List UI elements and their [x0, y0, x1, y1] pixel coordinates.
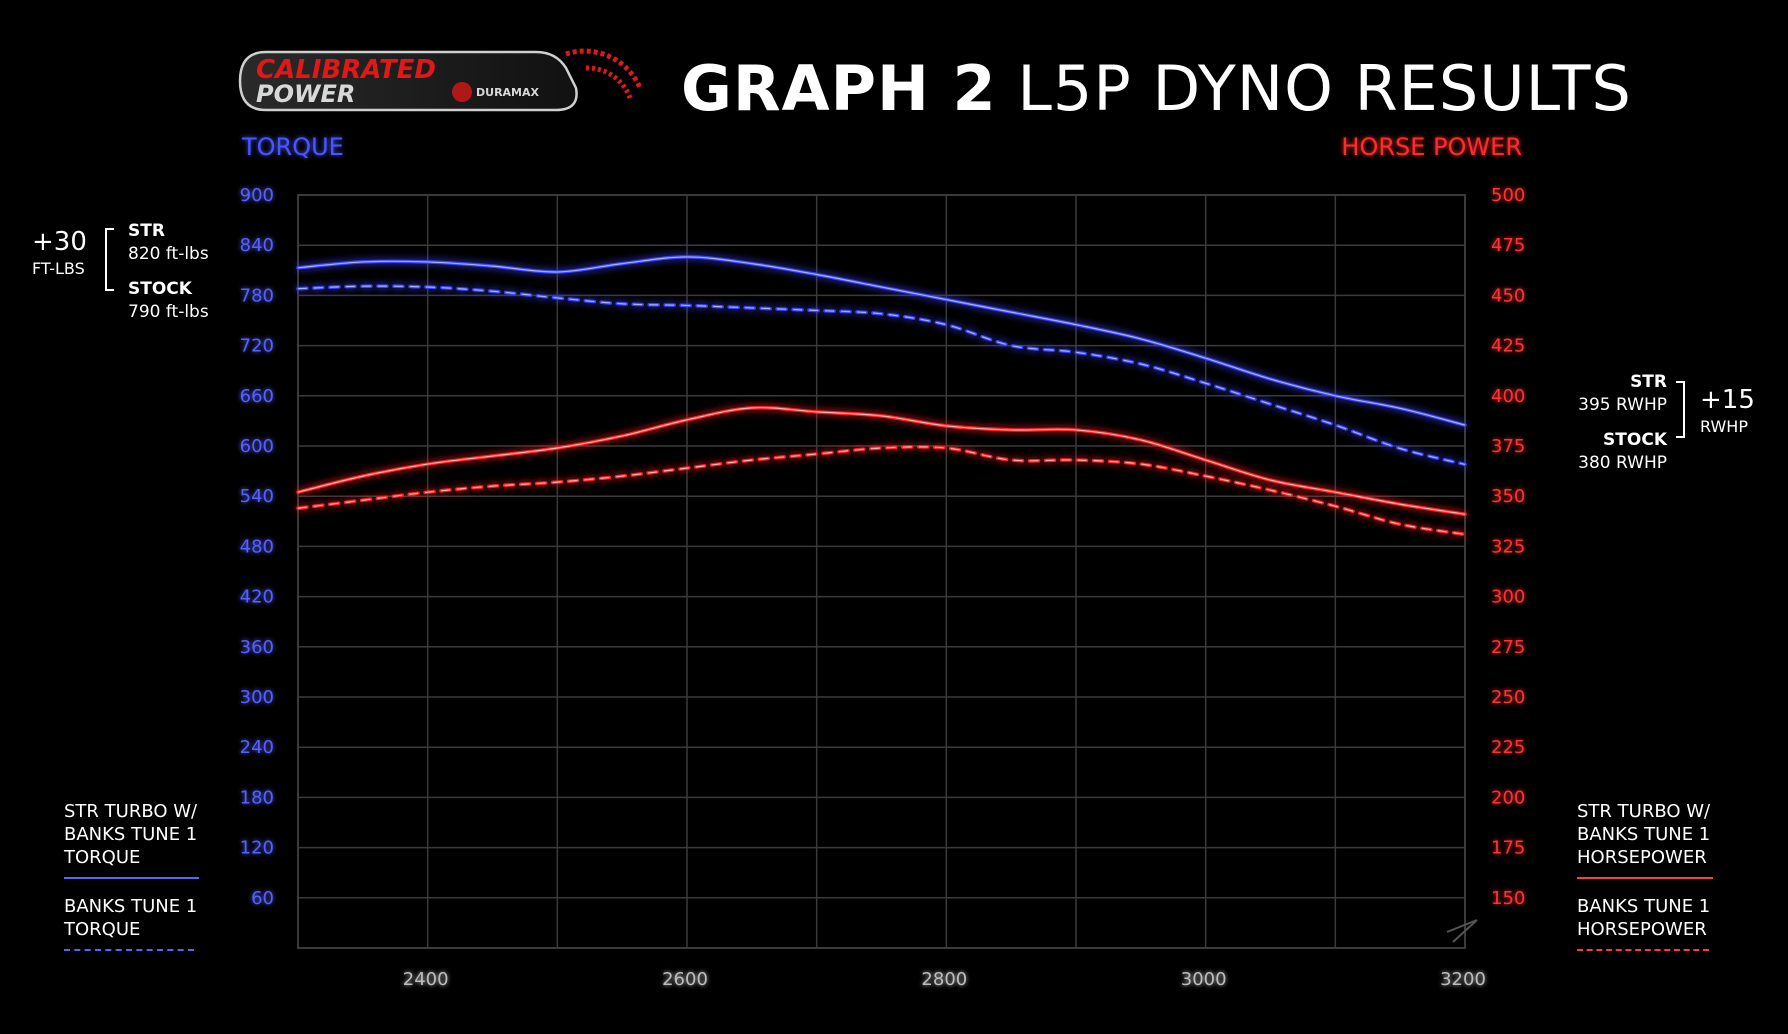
legend-left-solid: STR TURBO W/BANKS TUNE 1 TORQUE: [64, 800, 199, 879]
title-light: L5P DYNO RESULTS: [1017, 52, 1632, 125]
y-left-tick-label: 360: [240, 637, 274, 658]
reference-lines: [205, 256, 1593, 442]
plot-frame: [297, 194, 1466, 949]
x-tick-label: 2600: [662, 969, 708, 990]
left-stock-label: STOCK: [128, 279, 193, 299]
right-stock-value: 380 RWHP: [1578, 453, 1667, 473]
left-annotation: +30 FT-LBS STR 820 ft-lbs STOCK 790 ft-l…: [32, 221, 209, 322]
y-right-tick-label: 175: [1491, 838, 1525, 859]
legend-line: HORSEPOWER: [1577, 919, 1707, 940]
left-stock-value: 790 ft-lbs: [128, 302, 209, 322]
y-left-tick-label: 420: [240, 587, 274, 608]
legend-text: STR TURBO W/BANKS TUNE 1 TORQUE: [64, 800, 199, 869]
right-str-label: STR: [1630, 372, 1667, 392]
axis-break-mark: [1446, 919, 1478, 943]
y-right-tick-label: 225: [1491, 737, 1525, 758]
chart-title: GRAPH 2 L5P DYNO RESULTS: [681, 52, 1632, 125]
legend-swatch-solid-red: [1577, 877, 1713, 879]
y-right-tick-label: 200: [1491, 787, 1525, 808]
tick-labels: 60 120 180 240 300 360 420 480 540 600 660 720 780 84…: [240, 185, 1526, 990]
legend-swatch-dashed-red: [1577, 949, 1709, 951]
legend-left-dashed: BANKS TUNE 1 TORQUE: [64, 895, 197, 951]
y-right-tick-label: 275: [1491, 637, 1525, 658]
legend-right-solid: STR TURBO W/BANKS TUNE 1 HORSEPOWER: [1577, 800, 1713, 879]
stock-torque-line: [296, 284, 1467, 467]
legend-line: STR TURBO W/: [1577, 801, 1711, 822]
title-bold: GRAPH 2: [681, 52, 997, 125]
right-delta: +15: [1700, 385, 1755, 415]
y-right-tick-label: 400: [1491, 386, 1525, 407]
y-left-tick-label: 840: [240, 235, 274, 256]
y-left-tick-label: 180: [240, 787, 274, 808]
y-left-tick-label: 240: [240, 737, 274, 758]
y-left-tick-label: 780: [240, 285, 274, 306]
x-tick-label: 2400: [403, 969, 449, 990]
legend-line: BANKS TUNE 1: [1577, 896, 1711, 917]
y-left-tick-label: 900: [240, 185, 274, 206]
legend-line: BANKS TUNE 1: [1577, 824, 1711, 845]
y-left-tick-label: 540: [240, 486, 274, 507]
y-left-tick-label: 720: [240, 336, 274, 357]
legend-line: HORSEPOWER: [1577, 847, 1707, 868]
logo-line2: POWER: [256, 80, 355, 108]
series-line-highlight: [297, 285, 1466, 465]
right-stock-label: STOCK: [1603, 430, 1668, 450]
grid: [297, 194, 1478, 949]
legend-swatch-dashed-blue: [64, 949, 194, 951]
y-right-tick-label: 325: [1491, 536, 1525, 557]
y-right-tick-label: 425: [1491, 336, 1525, 357]
y-left-tick-label: 120: [240, 838, 274, 859]
legend-text: BANKS TUNE 1 TORQUE: [64, 895, 197, 941]
y-left-tick-label: 600: [240, 436, 274, 457]
y-left-tick-label: 660: [240, 386, 274, 407]
str-hp-line: [296, 405, 1467, 517]
y-axis-left-label: TORQUE: [241, 133, 344, 161]
y-axis-right-label: HORSE POWER: [1341, 133, 1522, 161]
right-str-value: 395 RWHP: [1578, 395, 1667, 415]
legend-line: BANKS TUNE 1: [64, 824, 198, 845]
legend-swatch-solid-blue: [64, 877, 199, 879]
calibrated-power-logo: CALIBRATED POWER DURAMAX: [238, 48, 643, 112]
right-delta-unit: RWHP: [1700, 417, 1748, 436]
y-right-tick-label: 450: [1491, 285, 1525, 306]
y-right-tick-label: 500: [1491, 185, 1525, 206]
y-right-tick-label: 250: [1491, 687, 1525, 708]
legend-line: BANKS TUNE 1: [64, 896, 198, 917]
left-delta: +30: [32, 227, 87, 257]
legend-right-dashed: BANKS TUNE 1 HORSEPOWER: [1577, 895, 1710, 951]
x-tick-label: 2800: [921, 969, 967, 990]
legend-text: BANKS TUNE 1 HORSEPOWER: [1577, 895, 1710, 941]
right-annotation: STR 395 RWHP STOCK 380 RWHP +15 RWHP: [1578, 372, 1755, 473]
series-line-highlight: [297, 406, 1466, 515]
str-torque-line: [296, 255, 1467, 427]
y-right-tick-label: 150: [1491, 888, 1525, 909]
x-tick-label: 3000: [1181, 969, 1227, 990]
y-right-tick-label: 300: [1491, 587, 1525, 608]
logo-line1: CALIBRATED: [256, 55, 436, 85]
y-right-tick-label: 375: [1491, 436, 1525, 457]
legend-line: TORQUE: [64, 919, 141, 940]
y-left-tick-label: 60: [251, 888, 274, 909]
legend-line: STR TURBO W/: [64, 801, 198, 822]
left-str-label: STR: [128, 221, 165, 241]
legend-text: STR TURBO W/BANKS TUNE 1 HORSEPOWER: [1577, 800, 1713, 869]
series-line-highlight: [297, 256, 1466, 426]
legend-line: TORQUE: [64, 847, 141, 868]
series-line-highlight: [297, 446, 1466, 535]
y-right-tick-label: 350: [1491, 486, 1525, 507]
y-left-tick-label: 300: [240, 687, 274, 708]
series-lines: [296, 255, 1467, 537]
y-right-tick-label: 475: [1491, 235, 1525, 256]
logo-badge: DURAMAX: [476, 86, 540, 99]
y-left-tick-label: 480: [240, 536, 274, 557]
left-delta-unit: FT-LBS: [32, 259, 85, 278]
x-tick-label: 3200: [1440, 969, 1486, 990]
left-str-value: 820 ft-lbs: [128, 244, 209, 264]
